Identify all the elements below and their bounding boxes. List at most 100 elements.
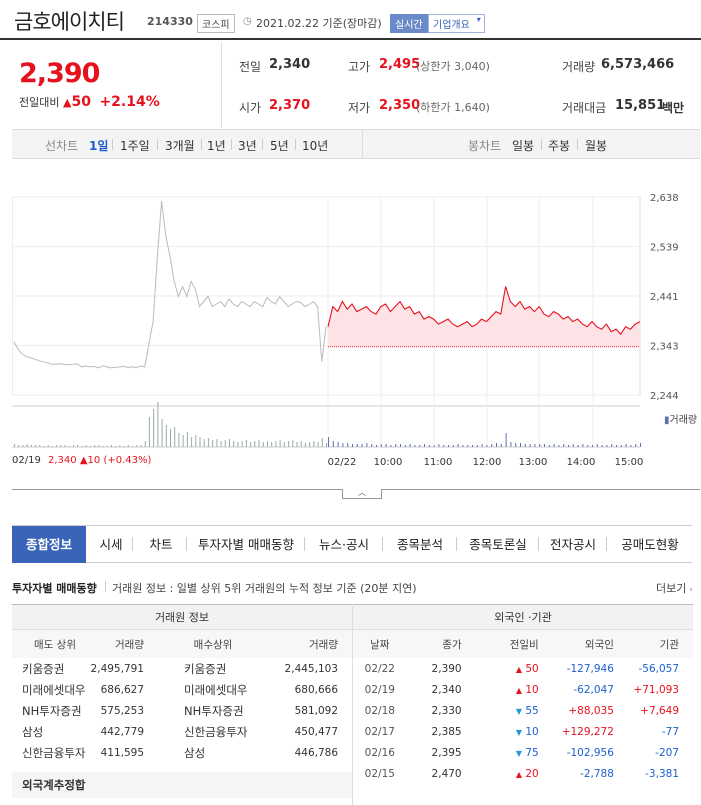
volume-bar <box>68 446 70 447</box>
period-3m[interactable]: 3개월 <box>165 139 195 153</box>
volume-bar <box>157 402 159 447</box>
column-header: 거래량 <box>268 630 352 658</box>
tab-overview[interactable]: 종합정보 <box>12 526 86 563</box>
volume-bar <box>203 439 205 447</box>
period-5y[interactable]: 5년 <box>270 139 289 153</box>
foreign-cell: -127,946 <box>566 662 614 675</box>
down-triangle-icon: ▼ <box>515 727 522 737</box>
column-header: 매수상위 <box>158 630 268 658</box>
volume-bar <box>283 442 285 447</box>
volume-bar <box>326 443 327 447</box>
broker-table: 매도 상위 거래량 매수상위 거래량 키움증권 2,495,791 키움증권 2,44… <box>12 630 352 763</box>
low-value: 2,350 <box>379 98 421 113</box>
volume-bar <box>356 444 358 447</box>
collapse-chart-button[interactable]: ︿ <box>342 489 382 499</box>
foreign-estimate-row: 외국계추정합 <box>12 772 352 798</box>
prev-day-change-pct: (+0.43%) <box>103 455 152 466</box>
close-cell: 2,330 <box>431 704 462 717</box>
tab-news[interactable]: 뉴스·공시 <box>319 537 369 552</box>
high-value: 2,495 <box>379 57 421 72</box>
table-row: 02/22 2,390 ▲ 50 -127,946 -56,057 <box>353 658 693 679</box>
table-row: 키움증권 2,495,791 키움증권 2,445,103 <box>12 658 352 679</box>
prev-day-close: 2,340 <box>48 455 77 466</box>
volume-bar <box>275 441 277 447</box>
candle-daily[interactable]: 일봉 <box>512 139 535 153</box>
volume-bar <box>361 444 363 447</box>
volume-bar <box>539 444 541 447</box>
period-1d[interactable]: 1일 <box>89 139 109 153</box>
period-1w[interactable]: 1주일 <box>120 139 150 153</box>
broker-cell: 미래에셋대우 <box>184 682 248 697</box>
tab-discussion[interactable]: 종목토론실 <box>469 537 527 552</box>
chevron-down-icon: ▾ <box>476 15 481 24</box>
volume-cell: 446,786 <box>294 746 338 759</box>
x-tick-label: 11:00 <box>424 457 453 468</box>
realtime-tag[interactable]: 실시간 <box>390 14 428 33</box>
tab-analysis[interactable]: 종목분석 <box>396 537 443 552</box>
more-link[interactable]: 더보기 › <box>656 580 693 596</box>
period-10y[interactable]: 10년 <box>302 139 329 153</box>
volume-bar <box>342 443 344 447</box>
volume-bar <box>77 445 79 447</box>
volume-bar <box>616 445 617 447</box>
tab-investor-trades[interactable]: 투자자별 매매동향 <box>198 537 294 552</box>
volume-bar <box>491 444 493 447</box>
volume-bar <box>438 444 440 447</box>
table-row: 02/18 2,330 ▼ 55 +88,035 +7,649 <box>353 700 693 721</box>
company-overview-button[interactable]: 기업개요 ▾ <box>428 14 485 33</box>
volume-bar <box>115 446 117 447</box>
volume-bar <box>296 442 298 447</box>
tab-chart[interactable]: 차트 <box>149 537 173 552</box>
volume-bar <box>18 445 20 447</box>
stock-code: 214330 <box>147 15 193 28</box>
candle-weekly[interactable]: 주봉 <box>548 139 571 153</box>
volume-bar <box>35 445 37 447</box>
price-change: 전일대비 ▲50 +2.14% <box>19 94 160 110</box>
close-cell: 2,385 <box>431 725 462 738</box>
volume-bar <box>212 440 214 447</box>
foreign-table-header: 외국인 ·기관 <box>353 604 693 630</box>
diff-cell: ▼ 55 <box>515 704 539 717</box>
volume-bar <box>309 442 311 447</box>
lower-limit: (하한가 1,640) <box>416 101 490 114</box>
foreign-cell: -2,788 <box>580 767 614 780</box>
up-triangle-icon: ▲ <box>79 455 88 466</box>
volume-bar <box>186 432 188 447</box>
volume-bar <box>161 419 163 447</box>
volume-bar <box>630 445 632 447</box>
table-row: 삼성 442,779 신한금융투자 450,477 <box>12 721 352 742</box>
volume-bar <box>510 442 512 447</box>
volume-bar <box>191 437 193 447</box>
period-1y[interactable]: 1년 <box>207 139 226 153</box>
volume-bar <box>98 445 100 447</box>
column-header: 종가 <box>406 630 466 658</box>
period-3y[interactable]: 3년 <box>238 139 257 153</box>
y-tick-label: 2,539 <box>650 243 679 254</box>
tab-disclosure[interactable]: 전자공시 <box>549 537 596 552</box>
volume-bar <box>279 440 281 447</box>
volume-bar <box>467 445 469 447</box>
upper-limit: (상한가 3,040) <box>416 60 490 73</box>
table-row: 02/17 2,385 ▼ 10 +129,272 -77 <box>353 721 693 742</box>
y-tick-label: 2,343 <box>650 342 679 353</box>
volume-bar <box>224 440 226 447</box>
candle-monthly[interactable]: 월봉 <box>585 139 608 153</box>
foreign-table-columns: 날짜 종가 전일비 외국인 기관 <box>353 630 693 658</box>
volume-cell: 2,495,791 <box>90 662 144 675</box>
summary-grid: 전일 2,340 고가 2,495 (상한가 3,040) 거래량 6,573,… <box>222 42 700 128</box>
today-series <box>327 286 641 336</box>
tab-quote[interactable]: 시세 <box>99 537 123 552</box>
volume-bar <box>14 444 15 447</box>
volume-cell: 411,595 <box>100 746 144 759</box>
volume-bar <box>321 438 323 447</box>
x-tick-label: 15:00 <box>615 457 644 468</box>
volume-bar <box>500 444 502 447</box>
column-header: 전일비 <box>465 630 541 658</box>
volume-bar <box>366 443 368 447</box>
down-triangle-icon: ▼ <box>515 748 522 758</box>
tab-short-selling[interactable]: 공매도현황 <box>621 537 679 552</box>
volume-cell: 686,627 <box>100 683 144 696</box>
volume-bar <box>472 445 473 447</box>
volume-bar <box>51 446 53 447</box>
more-label: 더보기 <box>656 582 687 595</box>
